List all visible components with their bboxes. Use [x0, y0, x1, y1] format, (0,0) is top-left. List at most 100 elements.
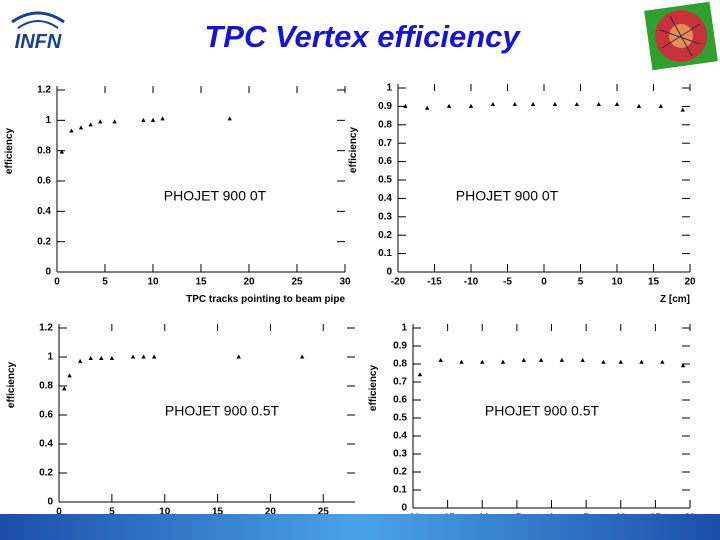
data-point [680, 363, 686, 368]
event-tracks [659, 15, 701, 57]
data-point [236, 354, 241, 359]
y-tick-label: 0.8 [39, 381, 53, 392]
data-point [480, 359, 485, 364]
data-point [59, 149, 64, 154]
y-tick-label: 0.6 [37, 176, 51, 187]
data-point [618, 359, 623, 364]
footer-bar [0, 514, 720, 540]
y-tick-label: 0.9 [378, 101, 392, 112]
y-tick-label: 0.3 [393, 449, 407, 460]
data-point [538, 357, 544, 362]
data-point [658, 103, 663, 108]
data-point [112, 119, 117, 124]
data-point [88, 355, 93, 360]
data-point [459, 359, 464, 364]
y-tick-label: 0.6 [378, 156, 392, 167]
data-point [403, 103, 408, 108]
y-tick-label: 0.9 [393, 341, 407, 352]
data-point [512, 102, 517, 107]
x-tick-label: 0 [54, 277, 60, 288]
y-tick-label: 0.8 [378, 119, 392, 130]
y-tick-label: 0.3 [378, 211, 392, 222]
y-tick-label: 0.4 [378, 193, 392, 204]
y-tick-label: 0.4 [39, 439, 53, 450]
y-tick-label: 0.1 [393, 485, 407, 496]
data-point [67, 373, 72, 378]
data-point [490, 102, 496, 107]
y-tick-label: 0.2 [378, 230, 392, 241]
data-point [150, 117, 156, 122]
x-tick-label: 20 [265, 507, 277, 518]
data-point [636, 103, 642, 108]
y-tick-label: 1 [47, 352, 53, 363]
y-axis-label: efficiency [368, 364, 379, 411]
data-point [227, 116, 232, 121]
x-tick-label: 30 [339, 277, 351, 288]
x-tick-label: 25 [318, 507, 330, 518]
y-tick-label: 0.4 [37, 206, 51, 217]
data-point [639, 359, 644, 364]
data-point [438, 357, 443, 362]
y-tick-label: 1 [386, 83, 392, 94]
data-point [98, 119, 103, 124]
x-tick-label: -10 [464, 277, 479, 288]
x-tick-label: 20 [243, 277, 255, 288]
data-point [468, 103, 474, 108]
x-tick-label: -15 [427, 277, 442, 288]
x-tick-label: 5 [109, 507, 115, 518]
data-point [160, 116, 165, 121]
data-point [601, 359, 606, 364]
data-point [660, 359, 665, 364]
data-point [151, 354, 157, 359]
x-tick-label: 15 [212, 507, 224, 518]
x-tick-label: 0 [541, 277, 547, 288]
data-point [141, 117, 146, 122]
x-tick-label: 25 [291, 277, 303, 288]
data-point [446, 103, 452, 108]
data-point [596, 102, 601, 107]
y-tick-label: 0.2 [37, 236, 51, 247]
annotation: PHOJET 900 0.5T [485, 403, 600, 419]
event-display [644, 1, 718, 71]
data-point [521, 357, 526, 362]
data-point [77, 358, 83, 363]
data-point [500, 359, 506, 364]
y-tick-label: 0.5 [378, 175, 392, 186]
data-point [69, 128, 74, 133]
y-axis-label: efficiency [4, 127, 15, 174]
data-point [141, 354, 146, 359]
logo-arc [17, 20, 59, 29]
data-point [559, 357, 565, 362]
y-tick-label: 0.4 [393, 431, 407, 442]
annotation: PHOJET 900 0T [456, 188, 559, 204]
data-point [299, 354, 305, 359]
logo: INFN [11, 11, 65, 53]
x-tick-label: 10 [611, 277, 623, 288]
y-tick-label: 1.2 [39, 323, 53, 334]
data-point [417, 372, 423, 377]
y-tick-label: 0.8 [393, 359, 407, 370]
data-point [78, 125, 84, 130]
y-tick-label: 0.1 [378, 248, 392, 259]
data-point [62, 386, 67, 391]
y-tick-label: 0.7 [393, 377, 407, 388]
y-axis-label: efficiency [6, 361, 17, 408]
y-tick-label: 1 [45, 115, 51, 126]
data-point [130, 354, 136, 359]
x-tick-label: -5 [503, 277, 512, 288]
x-tick-label: 5 [102, 277, 108, 288]
data-point [680, 107, 685, 112]
slide-title: TPC Vertex efficiency [204, 19, 521, 54]
data-point [580, 357, 585, 362]
y-tick-label: 0.2 [393, 467, 407, 478]
x-tick-label: 10 [159, 507, 171, 518]
data-point [88, 122, 93, 127]
x-tick-label: 5 [578, 277, 584, 288]
logo-text: INFN [15, 31, 62, 53]
y-tick-label: 0 [386, 267, 392, 278]
x-tick-label: 10 [147, 277, 159, 288]
logo-arc [11, 11, 65, 24]
x-axis-label: Z [cm] [660, 294, 690, 305]
